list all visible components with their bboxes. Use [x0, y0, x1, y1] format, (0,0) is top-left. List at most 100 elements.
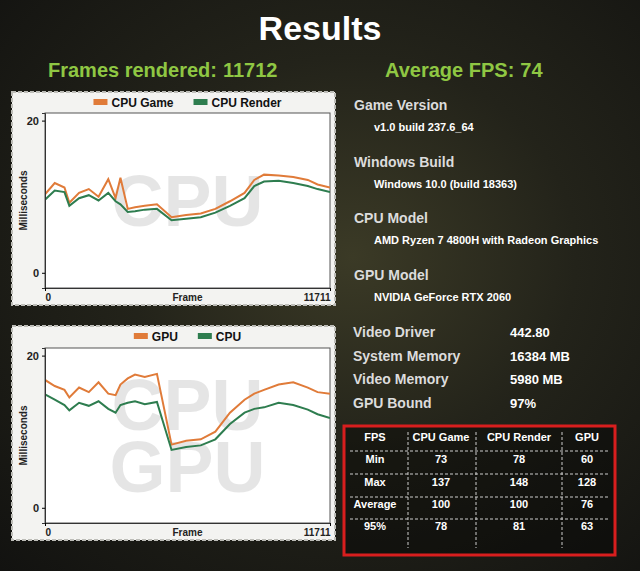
- info-value: v1.0 build 237.6_64: [374, 121, 475, 133]
- stat: Average FPS: 74: [385, 59, 543, 81]
- fps-table: FPSCPU GameCPU RenderGPUMin737860Max1371…: [344, 426, 615, 555]
- chart: CPU020011711FrameMillisecondsCPU GameCPU…: [12, 92, 335, 305]
- info-label: CPU Model: [354, 210, 428, 226]
- stat: Frames rendered: 11712: [48, 59, 277, 81]
- table-cell: 78: [513, 453, 525, 465]
- legend-swatch: [93, 99, 107, 105]
- table-cell: 128: [578, 476, 596, 488]
- table-row-line: [350, 451, 610, 452]
- table-cell: 78: [435, 520, 447, 532]
- table-col-line: [562, 432, 563, 548]
- title: Results: [259, 9, 382, 47]
- series-line: [45, 181, 330, 221]
- x-tick: 11711: [304, 523, 331, 538]
- info-value: 97%: [510, 396, 536, 411]
- x-tick-mark: [330, 523, 331, 526]
- legend-label: CPU Render: [212, 96, 282, 110]
- y-axis-label: Milliseconds: [18, 170, 29, 230]
- info-label: Windows Build: [354, 154, 454, 170]
- info-value: NVIDIA GeForce RTX 2060: [374, 291, 511, 303]
- table-col-line: [476, 432, 477, 548]
- table-cell: Max: [364, 476, 386, 488]
- table-cell: 137: [432, 476, 450, 488]
- y-tick: 0: [33, 267, 45, 279]
- table-cell: 100: [510, 498, 528, 510]
- watermark: GPU: [109, 427, 265, 507]
- x-tick-label: 0: [46, 292, 52, 303]
- table-cell: 100: [432, 498, 450, 510]
- y-tick-label: 20: [27, 115, 39, 127]
- x-axis-label: Frame: [172, 292, 202, 303]
- series-line: [45, 374, 330, 445]
- legend-item: GPU: [134, 330, 178, 344]
- x-axis-line: [46, 289, 331, 292]
- x-tick: 11711: [304, 288, 331, 303]
- x-tick-label: 0: [46, 527, 52, 538]
- y-axis: 0 20: [27, 114, 46, 289]
- y-tick-mark: [42, 273, 45, 274]
- x-axis-line: [46, 524, 331, 527]
- y-tick: 20: [27, 350, 45, 362]
- info-value: 16384 MB: [510, 349, 570, 364]
- chart: CPUGPU020011711FrameMillisecondsGPUCPU: [12, 326, 335, 540]
- x-tick-mark: [45, 288, 46, 291]
- legend-label: CPU: [216, 330, 241, 344]
- legend-label: GPU: [152, 330, 178, 344]
- table-bg: [344, 426, 615, 555]
- legend-swatch: [134, 333, 148, 339]
- x-tick-label: 11711: [304, 292, 331, 303]
- legend-item: CPU: [198, 330, 241, 344]
- y-tick: 20: [27, 115, 45, 127]
- table-col-line: [408, 432, 409, 548]
- info-value: AMD Ryzen 7 4800H with Radeon Graphics: [374, 234, 598, 246]
- info-label: Video Driver: [353, 324, 436, 340]
- info: Game Versionv1.0 build 237.6_64Windows B…: [353, 97, 598, 411]
- stat-label: Average FPS:: [385, 59, 514, 81]
- x-tick-label: 11711: [304, 527, 331, 538]
- table-cell: 148: [510, 476, 528, 488]
- table-highlight: [344, 426, 615, 555]
- y-tick-label: 20: [27, 350, 39, 362]
- info-label: GPU Bound: [353, 395, 432, 411]
- table-cell: 73: [435, 453, 447, 465]
- results-screen: Results Frames rendered: 11712 Average FPS:…: [0, 0, 640, 571]
- y-tick-label: 0: [33, 267, 39, 279]
- x-tick: 0: [46, 523, 52, 538]
- table-cell: 81: [513, 520, 525, 532]
- info-label: Video Memory: [353, 371, 449, 387]
- plot-area: [45, 113, 330, 288]
- legend-item: CPU Render: [194, 96, 282, 110]
- table-header: GPU: [575, 431, 599, 443]
- info-label: GPU Model: [354, 267, 429, 283]
- series-line: [45, 394, 330, 450]
- info-value: 5980 MB: [510, 372, 563, 387]
- x-axis: 0 11711: [46, 523, 331, 538]
- y-tick: 0: [33, 502, 45, 514]
- legend-item: CPU Game: [93, 96, 173, 110]
- table-cell: 60: [581, 453, 593, 465]
- table-row-line: [350, 519, 610, 520]
- stat-label: Frames rendered:: [48, 59, 217, 81]
- legend-swatch: [194, 99, 208, 105]
- plot-marks: [45, 175, 330, 221]
- stat-value: 74: [520, 59, 543, 81]
- info-value: 442.80: [510, 325, 550, 340]
- legend: GPU CPU: [134, 330, 241, 344]
- table-header: CPU Render: [487, 431, 552, 443]
- legend-swatch: [198, 333, 212, 339]
- info-label: System Memory: [353, 348, 461, 364]
- table-cell: Min: [366, 453, 385, 465]
- y-tick-label: 0: [33, 502, 39, 514]
- legend-label: CPU Game: [111, 96, 173, 110]
- legend: CPU Game CPU Render: [93, 96, 281, 110]
- table-cell: 76: [581, 498, 593, 510]
- x-tick: 0: [46, 288, 52, 303]
- y-tick-mark: [42, 121, 45, 122]
- x-tick-mark: [45, 523, 46, 526]
- stat-value: 11712: [223, 59, 278, 81]
- y-axis-line: [42, 349, 46, 524]
- table-cell: 63: [581, 520, 593, 532]
- y-axis: 0 20: [27, 349, 46, 524]
- plot-marks: [45, 374, 330, 450]
- x-axis-label: Frame: [172, 527, 202, 538]
